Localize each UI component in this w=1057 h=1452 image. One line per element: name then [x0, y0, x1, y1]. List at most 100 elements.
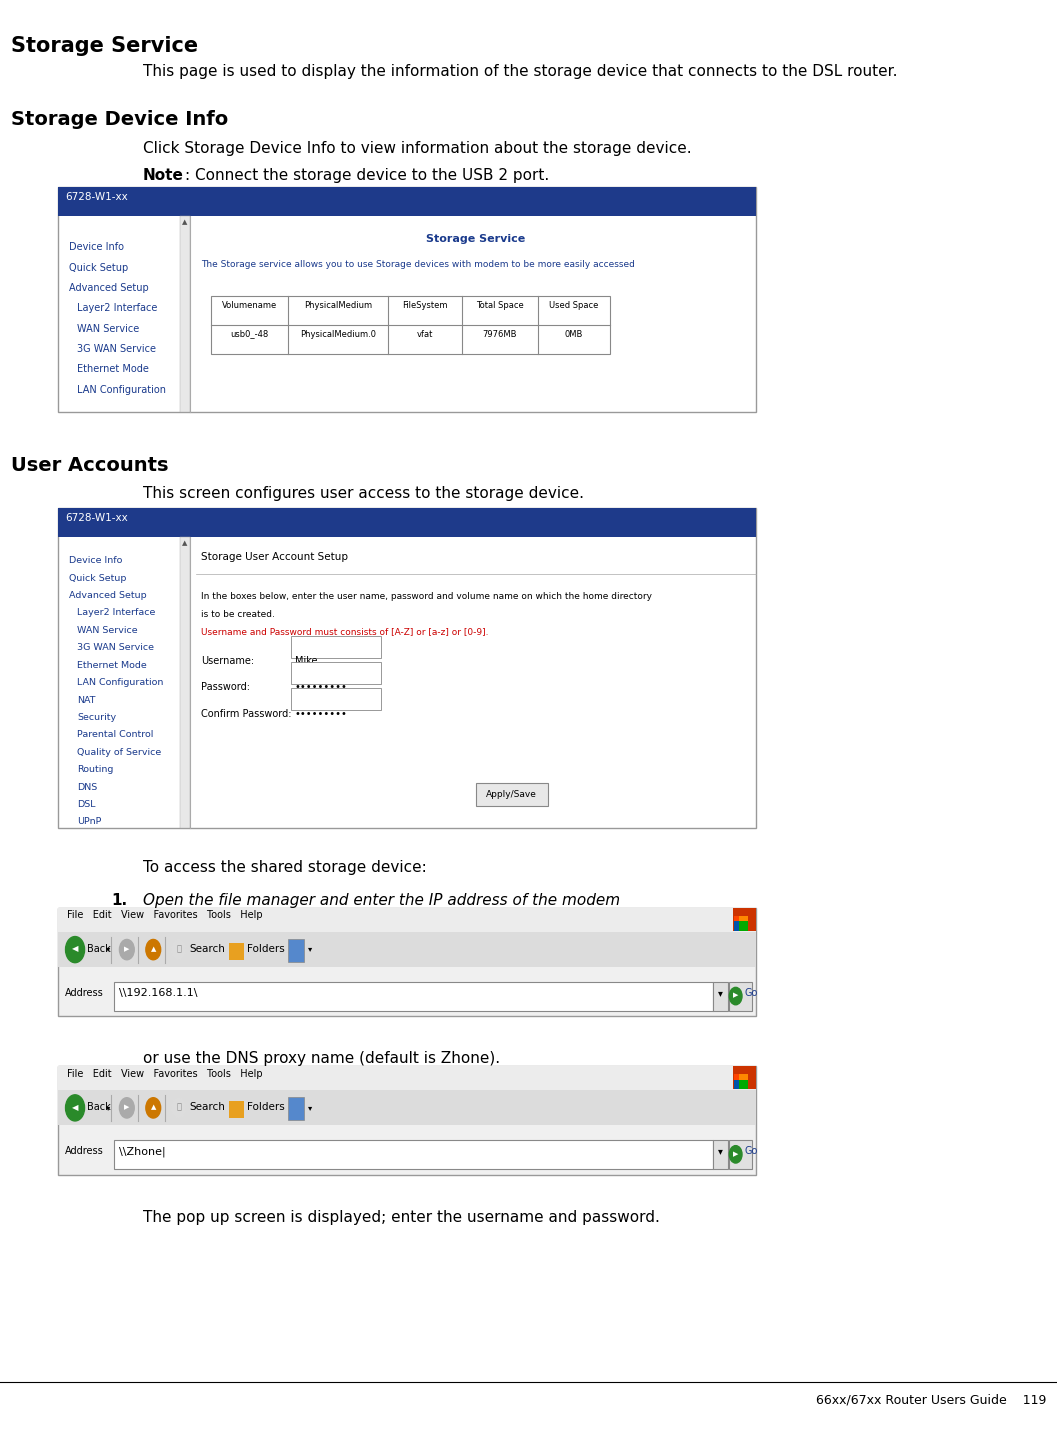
Text: Storage Service: Storage Service	[11, 35, 198, 55]
Bar	[288, 938, 304, 961]
Text: Parental Control: Parental Control	[77, 730, 153, 739]
Text: PhysicalMedium.0: PhysicalMedium.0	[300, 330, 375, 338]
Text: Username:: Username:	[201, 656, 254, 666]
Text: WAN Service: WAN Service	[77, 324, 140, 334]
Text: Search: Search	[189, 1102, 225, 1112]
Text: Ethernet Mode: Ethernet Mode	[77, 661, 147, 669]
Bar	[58, 187, 756, 216]
Bar	[291, 636, 381, 658]
Text: DSL: DSL	[77, 800, 96, 809]
Text: 6728-W1-xx: 6728-W1-xx	[66, 513, 128, 523]
Text: ◀: ◀	[72, 944, 78, 954]
Text: ▶: ▶	[733, 1151, 739, 1157]
Text: 1.: 1.	[111, 893, 127, 908]
Text: Mike: Mike	[295, 656, 317, 666]
Text: Back: Back	[87, 1102, 110, 1112]
Bar	[729, 982, 752, 1011]
Text: ▾: ▾	[106, 944, 110, 954]
Text: ▶: ▶	[124, 1104, 130, 1111]
Bar	[180, 216, 190, 412]
Text: Quick Setup: Quick Setup	[69, 263, 128, 273]
Text: Advanced Setup: Advanced Setup	[69, 283, 148, 293]
Bar	[180, 537, 190, 828]
Text: ▾: ▾	[308, 944, 312, 954]
Text: Folders: Folders	[247, 944, 285, 954]
Bar	[58, 908, 756, 932]
Text: Security: Security	[77, 713, 116, 722]
Text: 66xx/67xx Router Users Guide    119: 66xx/67xx Router Users Guide 119	[816, 1394, 1046, 1407]
Text: WAN Service: WAN Service	[77, 626, 137, 635]
Bar	[58, 908, 756, 1016]
Text: Address: Address	[64, 1147, 104, 1156]
Text: Back: Back	[87, 944, 110, 954]
Text: User Accounts: User Accounts	[11, 456, 168, 475]
Text: 🔍: 🔍	[177, 944, 181, 954]
Bar	[229, 1101, 244, 1118]
Bar	[713, 1140, 728, 1169]
Bar	[58, 508, 756, 828]
Text: Used Space: Used Space	[550, 301, 598, 309]
Bar	[734, 916, 743, 925]
Bar	[733, 908, 756, 931]
Text: vfat: vfat	[416, 330, 433, 338]
Text: ▲: ▲	[150, 1104, 156, 1111]
Bar	[58, 1066, 756, 1090]
Text: Address: Address	[64, 989, 104, 998]
Text: Confirm Password:: Confirm Password:	[201, 709, 292, 719]
Text: Device Info: Device Info	[69, 242, 124, 253]
Bar	[733, 1066, 756, 1089]
Bar	[739, 916, 748, 925]
Text: Click Storage Device Info to view information about the storage device.: Click Storage Device Info to view inform…	[143, 141, 691, 155]
Circle shape	[729, 987, 742, 1005]
Text: or use the DNS proxy name (default is Zhone).: or use the DNS proxy name (default is Zh…	[143, 1051, 500, 1066]
Text: FileSystem: FileSystem	[402, 301, 448, 309]
Text: Volumename: Volumename	[222, 301, 277, 309]
Text: 0MB: 0MB	[564, 330, 583, 338]
Text: 🔍: 🔍	[177, 1102, 181, 1112]
Text: LAN Configuration: LAN Configuration	[77, 385, 166, 395]
Text: ▾: ▾	[106, 1102, 110, 1112]
Bar	[288, 1096, 304, 1119]
Text: Storage Device Info: Storage Device Info	[11, 110, 228, 129]
Text: is to be created.: is to be created.	[201, 610, 275, 619]
Text: Storage Service: Storage Service	[426, 234, 525, 244]
Text: 7976MB: 7976MB	[483, 330, 517, 338]
Bar	[58, 932, 756, 967]
Circle shape	[171, 1098, 186, 1118]
Text: Open the file manager and enter the IP address of the modem: Open the file manager and enter the IP a…	[143, 893, 619, 908]
Circle shape	[171, 939, 186, 960]
Text: Apply/Save: Apply/Save	[486, 790, 537, 799]
Text: ▾: ▾	[719, 989, 723, 998]
Text: PhysicalMedium: PhysicalMedium	[303, 301, 372, 309]
Text: Device Info: Device Info	[69, 556, 122, 565]
Bar	[739, 1080, 748, 1089]
Bar	[739, 922, 748, 931]
Circle shape	[66, 1095, 85, 1121]
Circle shape	[146, 939, 161, 960]
Bar	[114, 982, 713, 1011]
Text: In the boxes below, enter the user name, password and volume name on which the h: In the boxes below, enter the user name,…	[201, 592, 652, 601]
Text: Password:: Password:	[201, 682, 249, 693]
Text: Layer2 Interface: Layer2 Interface	[77, 608, 155, 617]
Text: ▾: ▾	[308, 1102, 312, 1112]
Bar	[58, 1066, 756, 1175]
Text: Note: Note	[143, 168, 184, 183]
Bar	[729, 1140, 752, 1169]
Text: DNS: DNS	[77, 783, 97, 791]
Text: To access the shared storage device:: To access the shared storage device:	[143, 860, 426, 874]
Bar	[476, 783, 548, 806]
Text: usb0_-48: usb0_-48	[230, 330, 268, 338]
Text: ▶: ▶	[733, 993, 739, 999]
Text: Quality of Service: Quality of Service	[77, 748, 162, 756]
Bar	[713, 982, 728, 1011]
Bar	[58, 508, 756, 537]
Text: •••••••••: •••••••••	[295, 709, 348, 719]
Text: UPnP: UPnP	[77, 817, 101, 826]
Text: : Connect the storage device to the USB 2 port.: : Connect the storage device to the USB …	[185, 168, 550, 183]
Text: 6728-W1-xx: 6728-W1-xx	[66, 192, 128, 202]
Text: Advanced Setup: Advanced Setup	[69, 591, 146, 600]
Bar	[229, 942, 244, 960]
Text: ▲: ▲	[182, 219, 188, 225]
Circle shape	[119, 1098, 134, 1118]
Bar	[734, 922, 743, 931]
